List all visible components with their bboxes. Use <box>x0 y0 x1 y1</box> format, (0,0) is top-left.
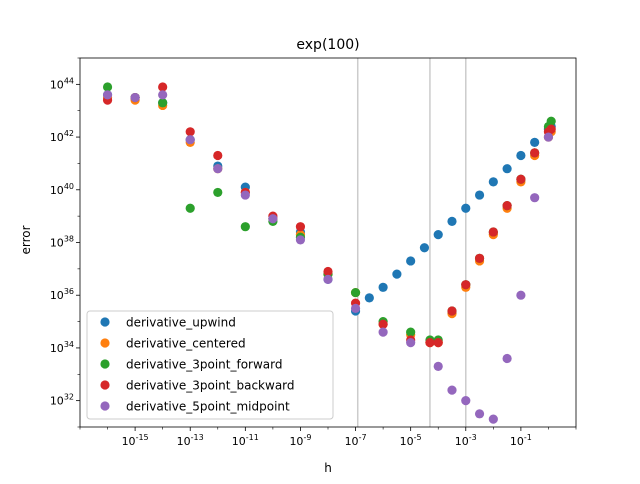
data-point <box>378 282 388 292</box>
data-point <box>488 414 498 424</box>
y-tick-label: 1036 <box>50 287 74 302</box>
y-tick-label: 1038 <box>50 235 74 250</box>
data-point <box>268 214 278 224</box>
data-point <box>516 290 526 300</box>
y-tick-label: 1044 <box>50 76 74 91</box>
data-point <box>543 132 554 142</box>
data-point <box>158 90 168 100</box>
x-tick-label: 10-1 <box>510 433 532 448</box>
data-point <box>406 256 416 266</box>
data-point <box>406 338 416 348</box>
x-tick-label: 10-5 <box>400 433 422 448</box>
data-point <box>447 216 457 227</box>
chart-title: exp(100) <box>296 37 359 53</box>
x-tick-label: 10-11 <box>232 433 259 448</box>
data-point <box>323 274 333 284</box>
data-point <box>433 229 443 240</box>
data-point <box>295 222 306 232</box>
data-point <box>502 353 512 364</box>
x-tick-label: 10-9 <box>289 433 311 448</box>
data-point <box>158 98 168 108</box>
legend-marker <box>100 359 110 369</box>
data-point <box>378 319 388 329</box>
data-point <box>364 293 374 303</box>
data-point <box>419 243 430 253</box>
data-point <box>461 203 471 213</box>
data-point <box>447 306 457 316</box>
legend-box <box>86 310 334 420</box>
legend-marker <box>100 380 110 390</box>
data-point <box>516 174 526 184</box>
x-tick-label: 10-7 <box>345 433 367 448</box>
data-point <box>546 124 556 134</box>
y-tick-label: 1034 <box>50 340 74 355</box>
x-axis-label: h <box>324 461 332 475</box>
legend-marker <box>100 401 110 411</box>
data-point <box>461 280 471 290</box>
data-point <box>240 190 250 200</box>
y-tick-label: 1032 <box>50 393 74 408</box>
data-point <box>474 409 485 419</box>
data-point <box>295 235 306 245</box>
vertical-reference-lines <box>356 58 467 427</box>
data-point <box>516 150 526 161</box>
data-point <box>185 127 195 137</box>
data-point <box>433 361 443 371</box>
data-point <box>213 164 223 174</box>
data-point <box>461 396 471 406</box>
data-point <box>502 201 512 211</box>
x-tick-label: 10-15 <box>122 433 149 448</box>
data-point <box>425 338 435 348</box>
data-point <box>530 193 540 203</box>
data-point <box>502 164 512 174</box>
data-point <box>378 327 388 337</box>
data-point <box>447 385 457 395</box>
data-point <box>240 222 250 232</box>
data-point <box>185 135 195 145</box>
legend: derivative_upwind derivative_centeredderi… <box>86 310 334 420</box>
data-point <box>474 253 485 263</box>
data-point <box>474 190 485 200</box>
data-point <box>213 150 223 161</box>
data-point <box>530 148 540 158</box>
data-point <box>488 177 498 187</box>
data-point <box>323 266 333 277</box>
data-point <box>488 227 498 237</box>
y-tick-label: 1042 <box>50 129 74 144</box>
legend-marker <box>100 338 110 348</box>
data-point <box>185 203 195 213</box>
series-derivative_5point_midpoint <box>102 90 554 424</box>
legend-marker <box>100 317 110 327</box>
legend-label: derivative_centered <box>126 337 246 351</box>
data-point <box>350 287 361 298</box>
data-point <box>350 303 361 313</box>
data-point <box>213 187 223 198</box>
legend-label: derivative_5point_midpoint <box>126 400 290 414</box>
legend-label: derivative_3point_forward <box>126 358 283 372</box>
data-point <box>392 269 402 279</box>
data-point <box>433 338 443 348</box>
legend-label: derivative_upwind <box>126 316 236 330</box>
data-point <box>158 82 168 92</box>
legend-label: derivative_3point_backward <box>126 379 295 393</box>
axes: 10-15 10-13 10-11 10-9 10-7 10-5 10-3 10-1 1032 1… <box>50 57 577 448</box>
y-axis-label: error <box>19 225 33 254</box>
data-point <box>130 92 140 103</box>
data-points <box>102 82 556 424</box>
x-tick-label: 10-13 <box>177 433 204 448</box>
data-point <box>546 116 556 126</box>
x-tick-label: 10-3 <box>455 433 477 448</box>
data-point <box>406 327 416 337</box>
data-point <box>530 137 540 147</box>
data-point <box>102 90 113 100</box>
data-point <box>102 82 113 92</box>
y-tick-label: 1040 <box>50 182 74 197</box>
